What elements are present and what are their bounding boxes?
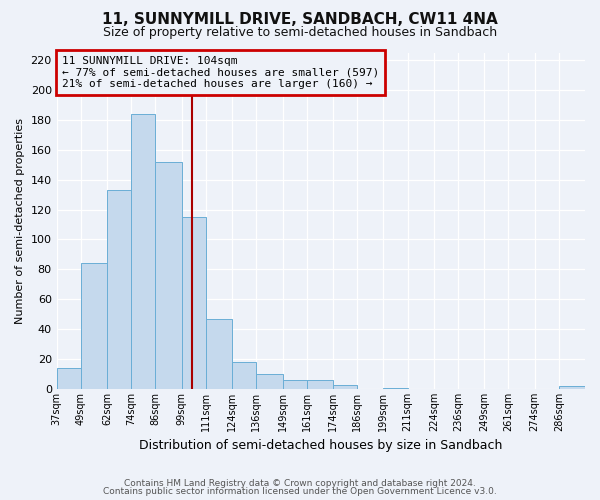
Y-axis label: Number of semi-detached properties: Number of semi-detached properties: [15, 118, 25, 324]
Bar: [333, 384, 357, 389]
Bar: [307, 380, 333, 389]
Bar: [383, 388, 407, 389]
Bar: [232, 362, 256, 389]
Text: Size of property relative to semi-detached houses in Sandbach: Size of property relative to semi-detach…: [103, 26, 497, 39]
Bar: [283, 380, 307, 389]
X-axis label: Distribution of semi-detached houses by size in Sandbach: Distribution of semi-detached houses by …: [139, 440, 503, 452]
Bar: [559, 386, 585, 389]
Text: Contains HM Land Registry data © Crown copyright and database right 2024.: Contains HM Land Registry data © Crown c…: [124, 478, 476, 488]
Bar: [256, 374, 283, 389]
Text: Contains public sector information licensed under the Open Government Licence v3: Contains public sector information licen…: [103, 487, 497, 496]
Bar: [107, 190, 131, 389]
Bar: [81, 264, 107, 389]
Bar: [155, 162, 182, 389]
Bar: [182, 217, 206, 389]
Bar: [206, 318, 232, 389]
Text: 11, SUNNYMILL DRIVE, SANDBACH, CW11 4NA: 11, SUNNYMILL DRIVE, SANDBACH, CW11 4NA: [102, 12, 498, 28]
Text: 11 SUNNYMILL DRIVE: 104sqm
← 77% of semi-detached houses are smaller (597)
21% o: 11 SUNNYMILL DRIVE: 104sqm ← 77% of semi…: [62, 56, 379, 89]
Bar: [56, 368, 81, 389]
Bar: [131, 114, 155, 389]
